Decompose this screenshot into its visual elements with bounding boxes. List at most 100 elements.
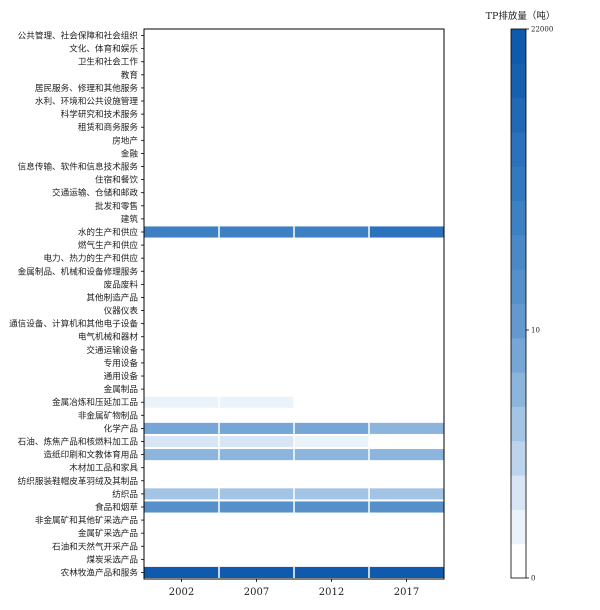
heatmap-cell — [369, 239, 444, 251]
heatmap-cell — [294, 147, 369, 159]
y-tick-label: 食品和烟草 — [95, 501, 138, 513]
heatmap-cell — [219, 160, 294, 173]
colorbar-segment — [511, 406, 526, 442]
heatmap-cell — [294, 566, 369, 578]
y-tick-label: 煤炭采选产品 — [86, 553, 138, 565]
heatmap-cell — [294, 396, 369, 408]
colorbar-frame — [510, 28, 527, 579]
colorbar-tick-label: 22000 — [531, 26, 553, 34]
heatmap-cell — [219, 121, 294, 133]
heatmap-cell — [369, 370, 444, 382]
heatmap-cell — [219, 43, 294, 55]
heatmap-cell — [144, 409, 219, 421]
heatmap-cell — [144, 278, 219, 290]
y-tick-label: 租赁和商务服务 — [78, 121, 139, 133]
heatmap-cell — [219, 56, 294, 68]
heatmap-cell — [144, 396, 219, 408]
heatmap-cell — [369, 344, 444, 356]
x-tick-label: 2017 — [394, 587, 419, 598]
y-tick-label: 石油、炼焦产品和核燃料加工品 — [18, 436, 138, 448]
heatmap-cell — [219, 331, 294, 343]
heatmap-cell — [369, 553, 444, 565]
heatmap-cell — [144, 331, 219, 343]
heatmap-cell — [369, 462, 444, 474]
heatmap-cell — [144, 291, 219, 303]
heatmap-cell — [369, 69, 444, 81]
heatmap-cell — [369, 265, 444, 277]
heatmap-cell — [144, 422, 219, 434]
heatmap-cell — [294, 160, 369, 173]
heatmap-cell — [294, 370, 369, 382]
y-tick-label: 农林牧渔产品和服务 — [61, 566, 139, 578]
heatmap-cell — [219, 226, 294, 238]
colorbar-segment — [511, 29, 526, 64]
colorbar-segment — [511, 166, 526, 202]
y-tick-label: 通信设备、计算机和其他电子设备 — [9, 318, 138, 330]
y-tick-label: 废品废料 — [104, 278, 139, 290]
y-tick-label: 交通运输、仓储和邮政 — [52, 187, 138, 199]
y-tick-label: 金属制品 — [104, 383, 138, 395]
heatmap-cell — [369, 435, 444, 448]
heatmap-cell — [219, 527, 294, 539]
heatmap-cell — [369, 134, 444, 146]
heatmap-cell — [219, 318, 294, 330]
heatmap-cell — [144, 488, 219, 500]
heatmap-cells — [144, 30, 444, 578]
heatmap-cell — [144, 318, 219, 330]
heatmap-cell — [219, 449, 294, 461]
x-tick-labels: 2002 2007 2012 2017 — [169, 579, 419, 598]
heatmap-cell — [369, 422, 444, 434]
heatmap-cell — [219, 553, 294, 565]
heatmap-cell — [294, 95, 369, 107]
heatmap-cell — [369, 501, 444, 513]
heatmap-cell — [369, 331, 444, 343]
heatmap-cell — [294, 435, 369, 448]
heatmap-cell — [219, 30, 294, 42]
heatmap-cell — [294, 108, 369, 120]
heatmap-cell — [144, 147, 219, 159]
heatmap-cell — [369, 278, 444, 290]
heatmap-cell — [294, 318, 369, 330]
heatmap-cell — [369, 121, 444, 133]
heatmap-cell — [294, 449, 369, 461]
heatmap-cell — [144, 30, 219, 42]
heatmap-cell — [144, 174, 219, 186]
heatmap-cell — [369, 396, 444, 408]
heatmap-cell — [219, 383, 294, 395]
heatmap-cell — [144, 370, 219, 382]
heatmap-cell — [144, 95, 219, 107]
colorbar-title: TP排放量（吨） — [486, 10, 556, 22]
heatmap-cell — [219, 134, 294, 146]
y-tick-label: 非金属矿物制品 — [78, 409, 138, 421]
heatmap-cell — [144, 435, 219, 448]
colorbar-tick-label: 0 — [531, 575, 535, 583]
heatmap-cell — [294, 357, 369, 369]
heatmap-cell — [369, 95, 444, 107]
heatmap-cell — [369, 187, 444, 199]
y-tick-label: 房地产 — [112, 134, 138, 146]
colorbar-segment — [511, 269, 526, 304]
heatmap-cell — [144, 462, 219, 474]
y-tick-label: 金融 — [121, 147, 139, 159]
plot-frame — [143, 28, 445, 580]
y-tick-label: 交通运输设备 — [86, 344, 138, 356]
heatmap-cell — [219, 488, 294, 500]
x-tick-label: 2002 — [169, 587, 194, 598]
heatmap-cell — [144, 69, 219, 81]
heatmap-cell — [219, 462, 294, 474]
y-tick-label: 建筑 — [121, 213, 139, 225]
heatmap-cell — [369, 200, 444, 212]
heatmap-cell — [294, 69, 369, 81]
y-tick-label: 纺织服装鞋帽皮革羽绒及其制品 — [18, 475, 138, 487]
heatmap-cell — [144, 200, 219, 212]
heatmap-cell — [294, 488, 369, 500]
heatmap-cell — [144, 108, 219, 120]
heatmap-cell — [369, 409, 444, 421]
y-tick-label: 电气机械和器材 — [78, 331, 139, 343]
y-tick-label: 仪器仪表 — [104, 305, 139, 317]
heatmap-cell — [369, 213, 444, 225]
heatmap-cell — [144, 160, 219, 173]
heatmap-cell — [219, 69, 294, 81]
heatmap-cell — [369, 449, 444, 461]
